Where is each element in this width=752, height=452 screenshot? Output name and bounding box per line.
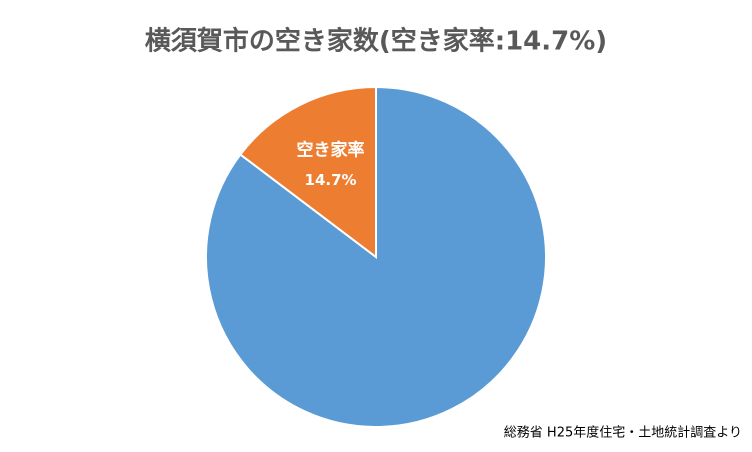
slice-category-label: 空き家率 (297, 140, 365, 161)
pie-slice (238, 85, 377, 260)
chart-title: 横須賀市の空き家数(空き家率:14.7%) (145, 26, 607, 57)
source-note: 総務省 H25年度住宅・土地統計調査より (504, 425, 742, 441)
slice-value-label: 14.7% (305, 171, 357, 189)
